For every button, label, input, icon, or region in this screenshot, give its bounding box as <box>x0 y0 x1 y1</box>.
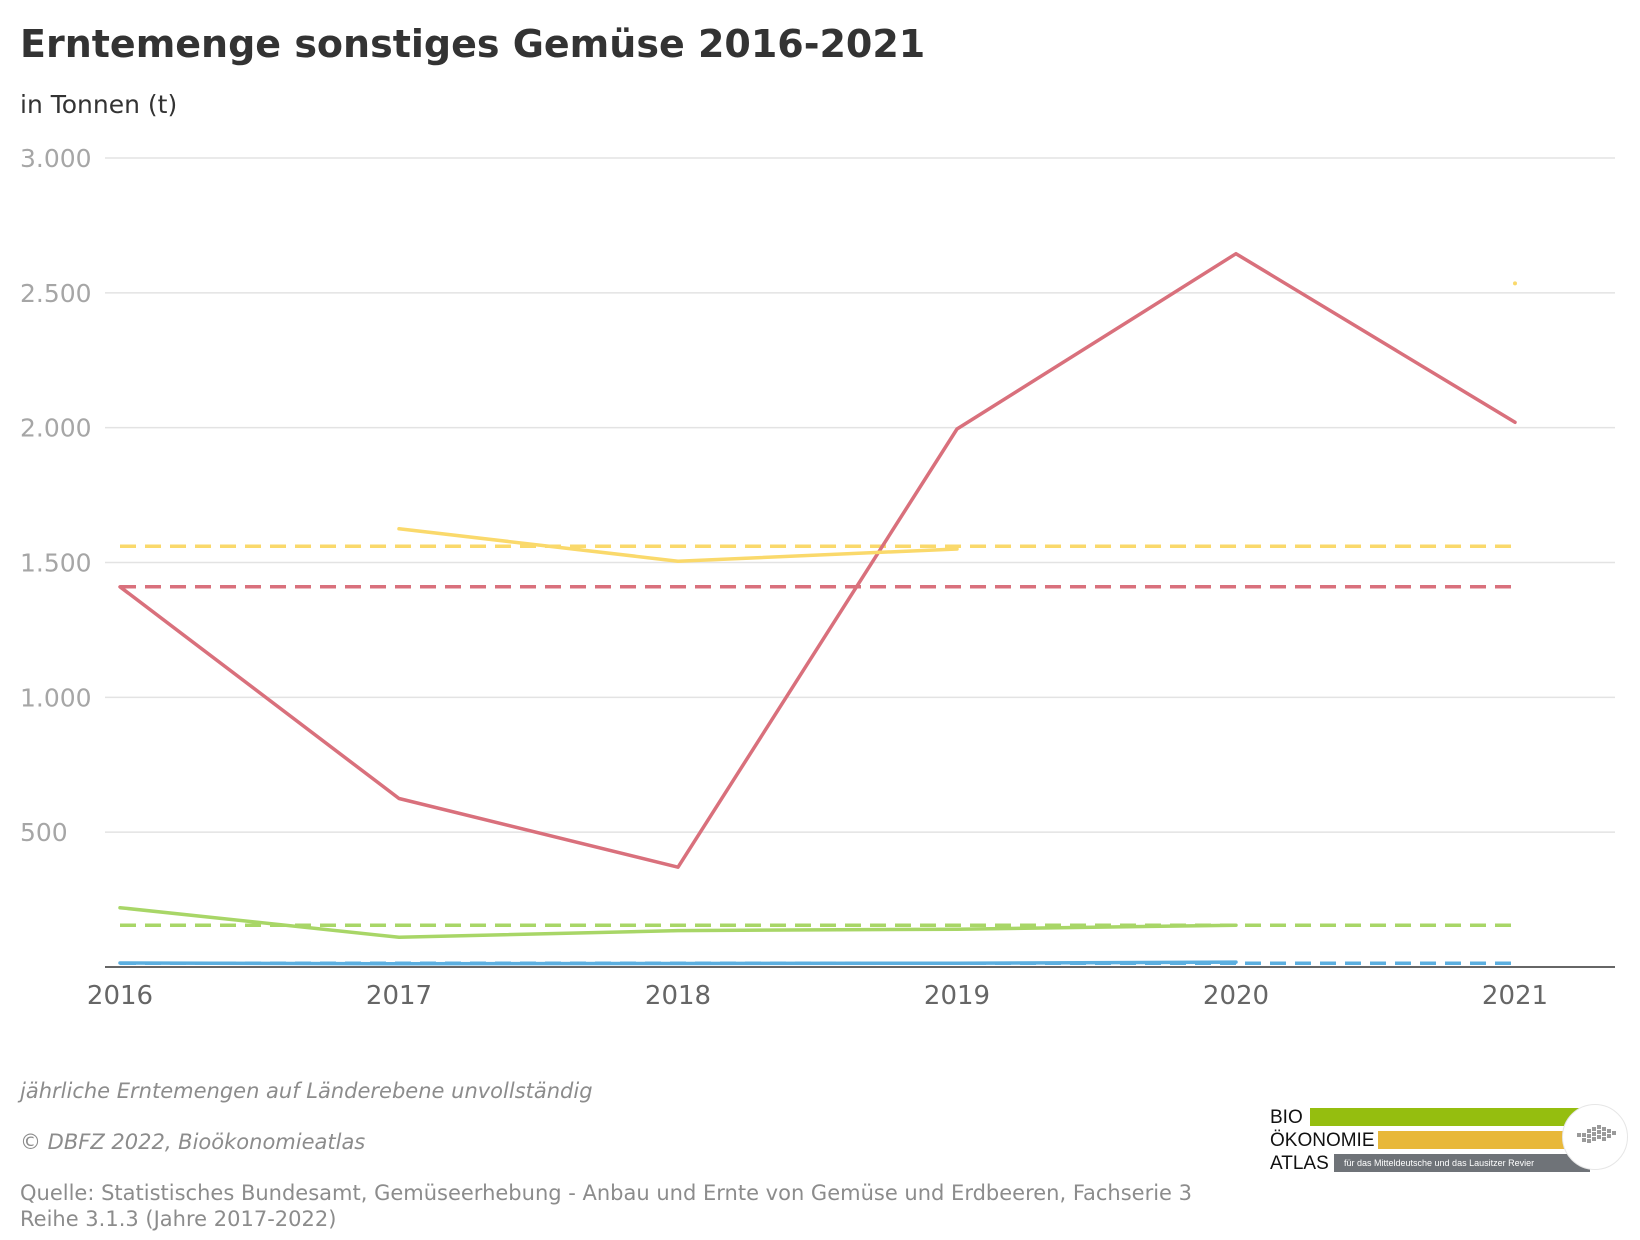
series-line <box>118 905 1238 940</box>
logo-word-atlas: ATLAS <box>1270 1153 1329 1174</box>
logo-map-icon <box>1562 1104 1628 1170</box>
x-tick-label: 2021 <box>1482 981 1548 1011</box>
logo-yellow-bar <box>1378 1131 1590 1149</box>
x-tick-label: 2018 <box>645 981 711 1011</box>
logo-green-bar <box>1310 1108 1590 1126</box>
x-tick-label: 2017 <box>366 981 432 1011</box>
y-tick-label: 2.000 <box>20 414 92 443</box>
y-tick-label: 1.500 <box>20 549 92 578</box>
x-tick-label: 2019 <box>924 981 990 1011</box>
series-point <box>1513 281 1517 286</box>
series-line <box>118 251 1517 869</box>
y-tick-label: 3.000 <box>20 144 92 173</box>
y-tick-label: 2.500 <box>20 279 92 308</box>
y-tick-label: 1.000 <box>20 683 92 712</box>
x-tick-label: 2016 <box>87 981 153 1011</box>
series-line <box>118 960 1238 966</box>
logo-word-oekonomie: ÖKONOMIE <box>1270 1130 1375 1151</box>
bioeconomy-atlas-logo: BIO ÖKONOMIE ATLAS für das Mitteldeutsch… <box>1270 1102 1630 1174</box>
chart-subtitle: in Tonnen (t) <box>20 90 178 119</box>
logo-tagline: für das Mitteldeutsche und das Lausitzer… <box>1334 1154 1590 1172</box>
chart-title: Erntemenge sonstiges Gemüse 2016-2021 <box>20 22 926 66</box>
series-line <box>397 527 959 563</box>
y-tick-label: 500 <box>20 818 68 847</box>
data-note: jährliche Erntemengen auf Länderebene un… <box>20 1079 593 1103</box>
logo-word-bio: BIO <box>1270 1107 1303 1128</box>
source-text: Quelle: Statistisches Bundesamt, Gemüsee… <box>20 1181 1192 1231</box>
x-tick-label: 2020 <box>1203 981 1269 1011</box>
copyright-text: © DBFZ 2022, Bioökonomieatlas <box>20 1130 366 1154</box>
